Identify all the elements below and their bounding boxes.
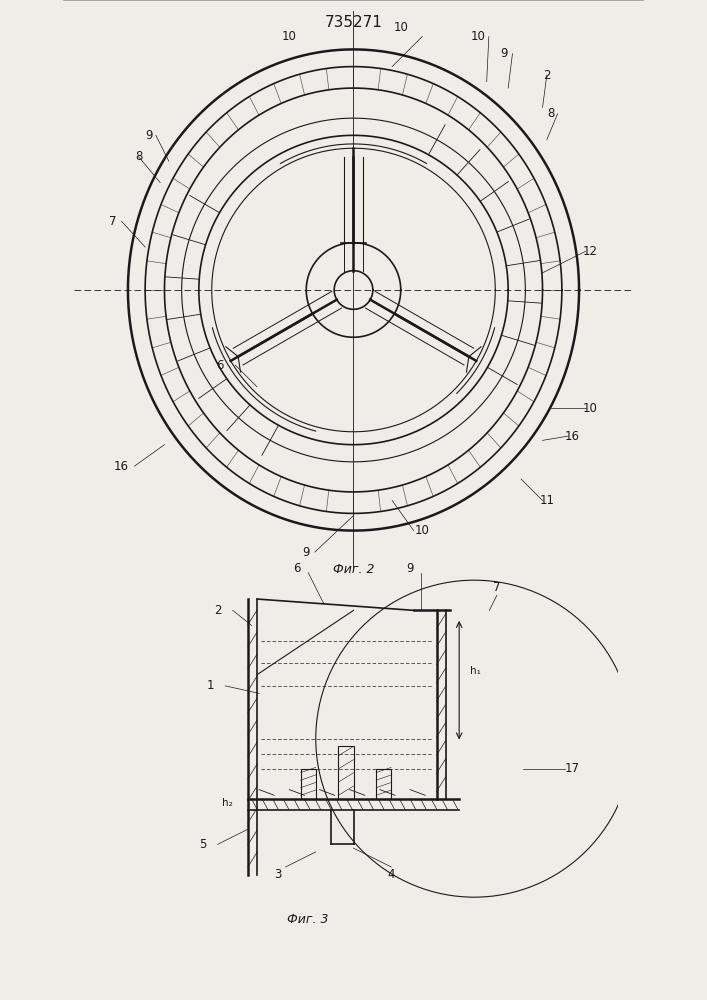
Text: 9: 9 bbox=[500, 47, 508, 60]
Text: 6: 6 bbox=[293, 562, 300, 575]
Text: 9: 9 bbox=[407, 562, 414, 575]
Text: 17: 17 bbox=[565, 762, 580, 775]
Text: 11: 11 bbox=[539, 494, 554, 507]
Text: 10: 10 bbox=[393, 21, 408, 34]
Text: 5: 5 bbox=[199, 838, 206, 851]
Text: Фиг. 2: Фиг. 2 bbox=[333, 563, 374, 576]
Text: 8: 8 bbox=[547, 107, 555, 120]
Text: 10: 10 bbox=[471, 30, 486, 43]
Bar bbox=[376, 769, 391, 799]
Text: 10: 10 bbox=[281, 30, 296, 43]
Bar bbox=[300, 769, 316, 799]
Text: 16: 16 bbox=[565, 430, 580, 443]
Text: 4: 4 bbox=[387, 868, 395, 881]
Text: 6: 6 bbox=[216, 359, 224, 372]
Text: 9: 9 bbox=[146, 129, 153, 142]
Text: h₁: h₁ bbox=[470, 666, 481, 676]
Text: 8: 8 bbox=[135, 150, 142, 163]
Text: 3: 3 bbox=[274, 868, 281, 881]
Text: Фиг. 3: Фиг. 3 bbox=[288, 913, 329, 926]
Text: 735271: 735271 bbox=[325, 15, 382, 30]
Text: 10: 10 bbox=[583, 402, 597, 415]
Text: 1: 1 bbox=[206, 679, 214, 692]
Text: 2: 2 bbox=[543, 69, 551, 82]
Text: 9: 9 bbox=[303, 546, 310, 559]
Text: 12: 12 bbox=[583, 245, 597, 258]
Text: 16: 16 bbox=[114, 460, 129, 473]
Text: h₂: h₂ bbox=[222, 798, 233, 808]
Bar bbox=[339, 746, 354, 799]
Text: 7: 7 bbox=[109, 215, 117, 228]
Text: 2: 2 bbox=[214, 604, 221, 617]
Text: 7: 7 bbox=[493, 581, 501, 594]
Text: 10: 10 bbox=[415, 524, 430, 537]
